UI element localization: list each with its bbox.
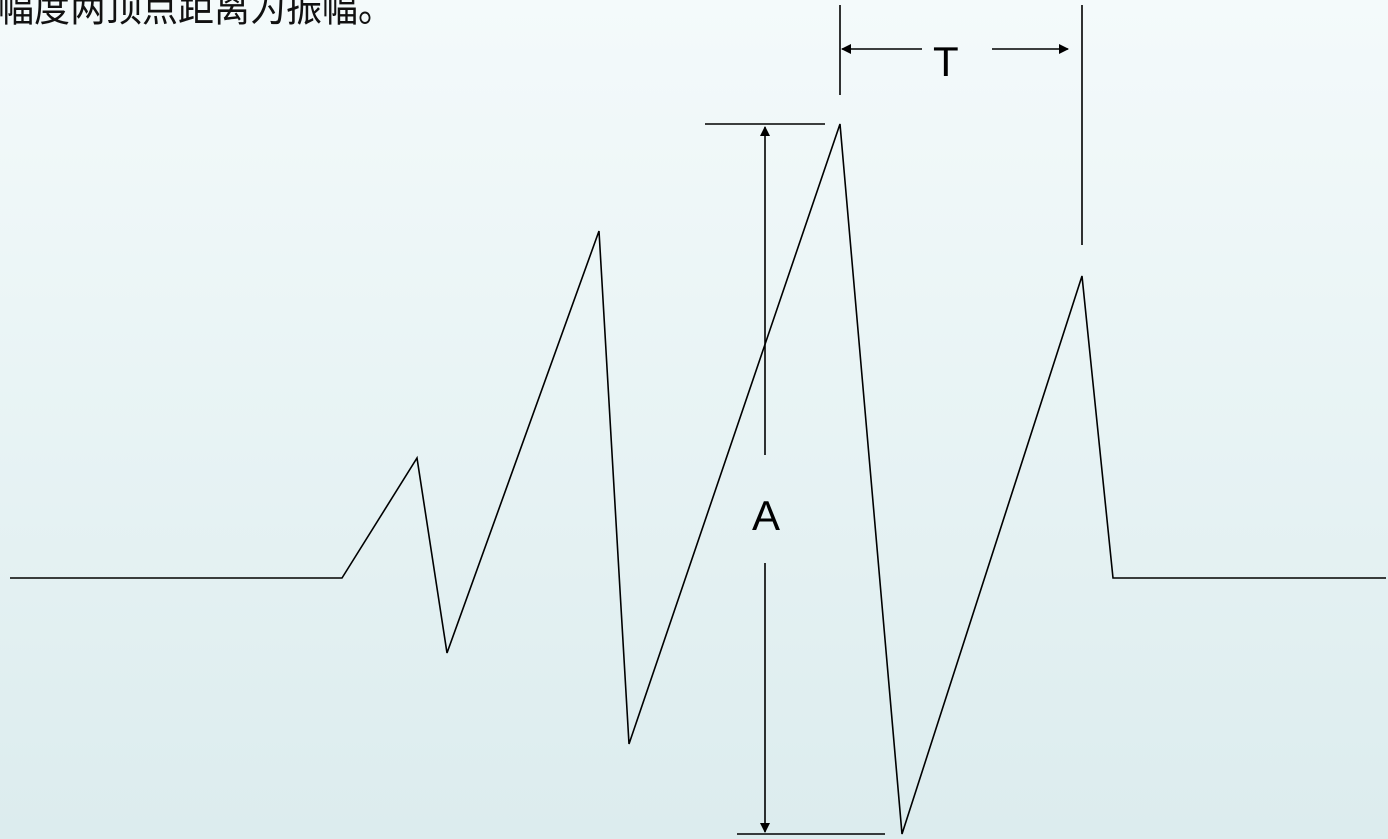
waveform-line (10, 123, 1386, 835)
period-label: T (933, 38, 959, 85)
caption-text: 幅度两顶点距离为振幅。 (0, 0, 394, 31)
amplitude-label: A (752, 492, 781, 539)
